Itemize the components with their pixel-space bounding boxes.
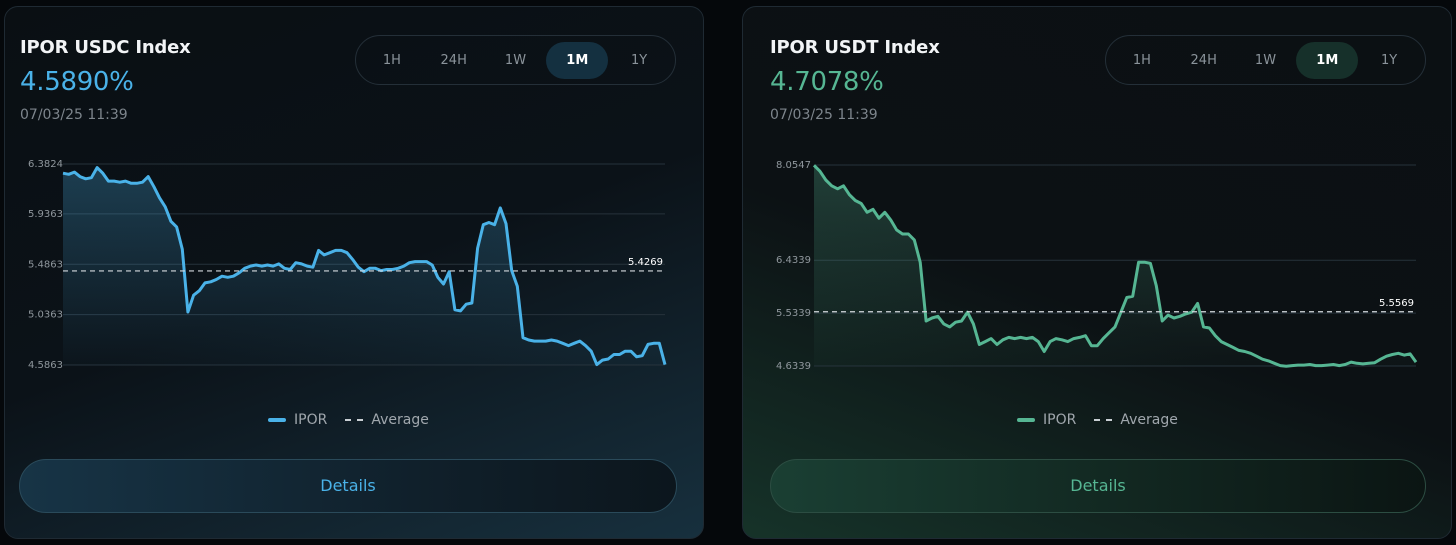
y-tick-label: 6.3824: [28, 159, 63, 170]
average-value-label: 5.5569: [1379, 298, 1414, 309]
y-tick-label: 8.0547: [776, 160, 811, 171]
usdt-line-chart[interactable]: 8.0547 6.4339 5.5339 4.6339 5.5569: [743, 7, 1452, 407]
tab-1y[interactable]: 1Y: [630, 52, 648, 68]
tab-1h[interactable]: 1H: [1132, 52, 1151, 68]
tab-1w[interactable]: 1W: [504, 52, 527, 68]
usdc-index-card: IPOR USDC Index 4.5890% 07/03/25 11:39 1…: [4, 6, 704, 539]
y-tick-label: 5.0363: [28, 310, 63, 321]
card-title: IPOR USDT Index: [770, 37, 940, 58]
series-area-fill: [814, 165, 1416, 367]
y-tick-label: 4.6339: [776, 361, 811, 372]
legend-item-ipor[interactable]: IPOR: [268, 412, 327, 428]
legend-label-ipor: IPOR: [1043, 412, 1077, 428]
y-tick-label: 5.4863: [28, 259, 63, 270]
details-button[interactable]: Details: [19, 459, 677, 513]
legend-dash-swatch: [1094, 419, 1113, 421]
y-tick-label: 5.9363: [28, 209, 63, 220]
chart-legend: IPOR Average: [268, 412, 429, 428]
timestamp: 07/03/25 11:39: [770, 107, 878, 123]
current-rate: 4.5890%: [20, 67, 134, 97]
y-tick-label: 6.4339: [776, 255, 811, 266]
card-title: IPOR USDC Index: [20, 37, 191, 58]
tab-1w[interactable]: 1W: [1254, 52, 1277, 68]
timeframe-tabs: 1H 24H 1W 1M 1Y: [355, 35, 676, 85]
legend-label-average: Average: [371, 412, 429, 428]
chart-legend: IPOR Average: [1017, 412, 1178, 428]
timestamp: 07/03/25 11:39: [20, 107, 128, 123]
y-tick-label: 4.5863: [28, 360, 63, 371]
current-rate: 4.7078%: [770, 67, 884, 97]
tab-24h[interactable]: 24H: [1190, 52, 1217, 68]
legend-item-average[interactable]: Average: [345, 412, 429, 428]
average-value-label: 5.4269: [628, 257, 663, 268]
series-area-fill: [63, 167, 665, 365]
legend-label-ipor: IPOR: [294, 412, 328, 428]
legend-label-average: Average: [1120, 412, 1178, 428]
legend-item-average[interactable]: Average: [1094, 412, 1178, 428]
legend-item-ipor[interactable]: IPOR: [1017, 412, 1076, 428]
series-line-ipor[interactable]: [62, 166, 667, 367]
tab-24h[interactable]: 24H: [440, 52, 467, 68]
tab-1m[interactable]: 1M: [1296, 41, 1359, 79]
legend-line-swatch: [268, 418, 286, 422]
legend-dash-swatch: [345, 419, 364, 421]
series-line-ipor[interactable]: [812, 164, 1418, 368]
usdc-line-chart[interactable]: 6.3824 5.9363 5.4863 5.0363 4.5863 5.4269: [5, 7, 704, 407]
tab-1h[interactable]: 1H: [382, 52, 401, 68]
tab-1m[interactable]: 1M: [546, 41, 609, 79]
tab-1y[interactable]: 1Y: [1380, 52, 1398, 68]
legend-line-swatch: [1017, 418, 1035, 422]
details-button[interactable]: Details: [770, 459, 1426, 513]
timeframe-tabs: 1H 24H 1W 1M 1Y: [1105, 35, 1426, 85]
usdt-index-card: IPOR USDT Index 4.7078% 07/03/25 11:39 1…: [742, 6, 1452, 539]
y-tick-label: 5.5339: [776, 308, 811, 319]
